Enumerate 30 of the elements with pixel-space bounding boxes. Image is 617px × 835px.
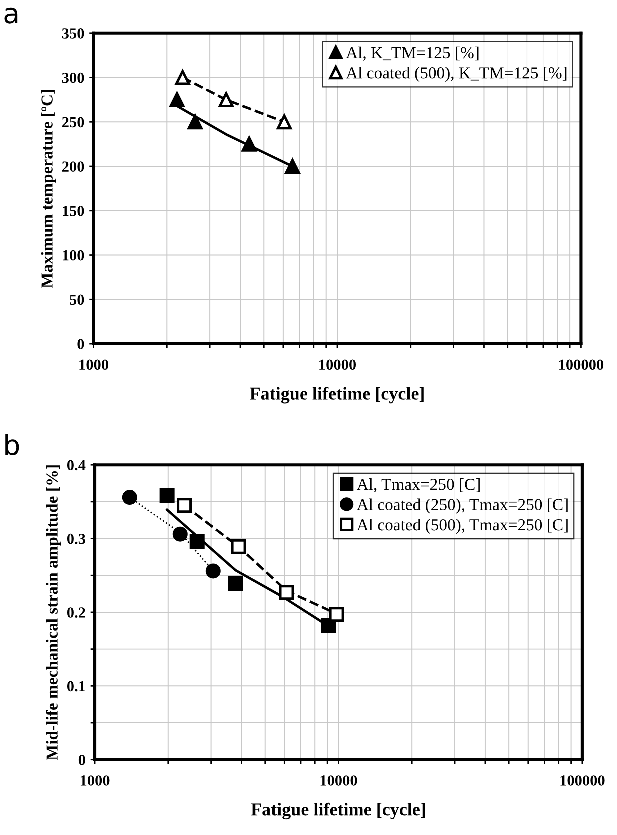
legend-label: Al, Tmax=250 [C] — [356, 478, 480, 493]
legend-label: Al coated (500), K_TM=125 [%] — [346, 67, 567, 82]
y-tick-label: 0.2 — [67, 608, 86, 618]
y-tick-label: 0.3 — [67, 534, 86, 544]
y-tick-label: 0.1 — [67, 681, 86, 692]
y-tick-label: 0 — [78, 754, 86, 766]
x-axis-title: Fatigue lifetime [cycle] — [250, 387, 424, 404]
y-axis-title: Mid-life mechanical strain amplitude [%] — [46, 466, 62, 760]
x-tick-label: 100000 — [560, 776, 605, 786]
x-tick-label: 10000 — [320, 360, 356, 370]
y-tick-label: 250 — [62, 117, 84, 128]
y-tick-label: 350 — [62, 28, 84, 39]
x-tick-label: 1000 — [80, 360, 108, 370]
x-axis-title: Fatigue lifetime [cycle] — [251, 802, 426, 820]
text: b — [6, 434, 20, 456]
legend-label: Al coated (250), Tmax=250 [C] — [356, 498, 568, 514]
y-tick-label: 0.4 — [67, 460, 86, 471]
y-tick-label: 200 — [62, 162, 84, 172]
x-tick-label: 100000 — [560, 360, 604, 370]
x-tick-label: 10000 — [320, 776, 358, 786]
legend-label: Al coated (500), Tmax=250 [C] — [356, 518, 568, 534]
text: a — [4, 8, 18, 24]
y-tick-label: 300 — [62, 72, 84, 84]
y-tick-label: 0 — [78, 339, 84, 350]
y-tick-label: 50 — [70, 294, 84, 306]
y-axis-title: Maximum temperature [ºC] — [41, 90, 56, 288]
x-tick-label: 1000 — [80, 776, 110, 786]
y-tick-label: 100 — [63, 250, 84, 261]
y-tick-label: 150 — [63, 206, 84, 216]
legend-label: Al, K_TM=125 [%] — [346, 46, 479, 61]
